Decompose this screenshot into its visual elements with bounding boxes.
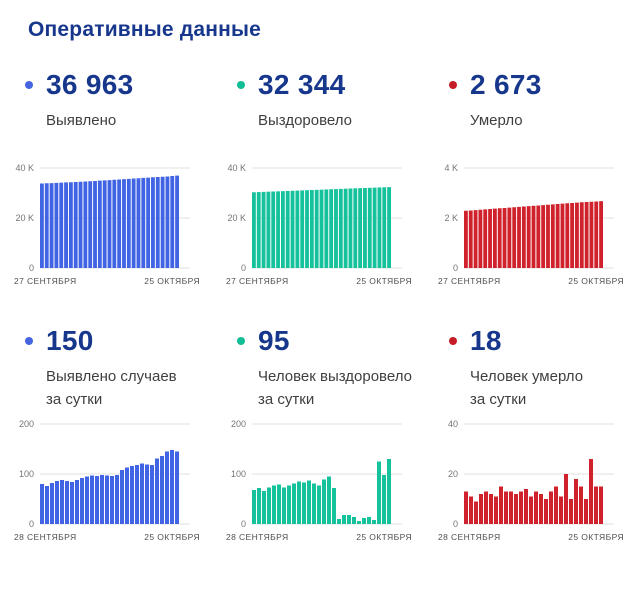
svg-text:2 K: 2 K bbox=[444, 213, 458, 223]
dashboard: Оперативные данные 36 963 Выявлено 40 K 2… bbox=[14, 18, 626, 550]
stat-recovered-total: 32 344 bbox=[226, 68, 424, 102]
svg-text:20 K: 20 K bbox=[227, 213, 246, 223]
svg-text:100: 100 bbox=[19, 469, 34, 479]
svg-text:27 СЕНТЯБРЯ: 27 СЕНТЯБРЯ bbox=[226, 276, 289, 286]
svg-text:25 ОКТЯБРЯ: 25 ОКТЯБРЯ bbox=[144, 532, 200, 542]
stat-died-total: 2 673 bbox=[438, 68, 636, 102]
svg-text:25 ОКТЯБРЯ: 25 ОКТЯБРЯ bbox=[356, 532, 412, 542]
stat-label-line: за сутки bbox=[258, 390, 315, 408]
stat-dot-red-icon bbox=[449, 81, 457, 89]
stat-value: 150 bbox=[46, 325, 94, 356]
stat-detected-daily: 150 bbox=[14, 324, 212, 358]
svg-text:28 СЕНТЯБРЯ: 28 СЕНТЯБРЯ bbox=[226, 532, 289, 542]
stat-dot-teal-icon bbox=[237, 81, 245, 89]
page-title: Оперативные данные bbox=[28, 18, 262, 41]
svg-text:100: 100 bbox=[231, 469, 246, 479]
stat-label-line: за сутки bbox=[46, 390, 103, 408]
stat-label-line: Человек умерло bbox=[470, 368, 584, 385]
svg-text:28 СЕНТЯБРЯ: 28 СЕНТЯБРЯ bbox=[438, 532, 501, 542]
panel-died-total: 2 673 Умерло 4 K 2 K 0 27 СЕНТЯБРЯ 25 ОКТЯБР… bbox=[438, 68, 636, 294]
svg-text:40 K: 40 K bbox=[227, 163, 246, 173]
panels-grid: 36 963 Выявлено 40 K 20 K 0 27 СЕНТЯБРЯ 25 О… bbox=[14, 68, 626, 550]
svg-text:200: 200 bbox=[19, 419, 34, 429]
stat-label: Выявлено случаев за сутки bbox=[46, 366, 212, 412]
stat-label-line: за сутки bbox=[470, 390, 527, 408]
svg-text:25 ОКТЯБРЯ: 25 ОКТЯБРЯ bbox=[568, 276, 624, 286]
stat-label-line: Человек выздоровело bbox=[258, 368, 412, 385]
stat-value: 95 bbox=[258, 325, 290, 356]
stat-value: 2 673 bbox=[470, 69, 542, 100]
stat-label: Человек умерло за сутки bbox=[470, 366, 636, 412]
svg-text:4 K: 4 K bbox=[444, 163, 458, 173]
detected-daily-chart: 200 100 0 28 СЕНТЯБРЯ 25 ОКТЯБРЯ bbox=[14, 416, 212, 550]
svg-text:27 СЕНТЯБРЯ: 27 СЕНТЯБРЯ bbox=[438, 276, 501, 286]
svg-text:20 K: 20 K bbox=[15, 213, 34, 223]
detected-total-chart: 40 K 20 K 0 27 СЕНТЯБРЯ 25 ОКТЯБРЯ bbox=[14, 160, 212, 294]
svg-text:40: 40 bbox=[448, 419, 458, 429]
stat-label-line: Умерло bbox=[470, 112, 523, 129]
svg-text:0: 0 bbox=[241, 519, 246, 529]
svg-text:28 СЕНТЯБРЯ: 28 СЕНТЯБРЯ bbox=[14, 532, 77, 542]
svg-text:25 ОКТЯБРЯ: 25 ОКТЯБРЯ bbox=[356, 276, 412, 286]
stat-label-line: Выздоровело bbox=[258, 112, 353, 129]
stat-value: 18 bbox=[470, 325, 502, 356]
stat-dot-red-icon bbox=[449, 337, 457, 345]
svg-text:25 ОКТЯБРЯ: 25 ОКТЯБРЯ bbox=[144, 276, 200, 286]
stat-died-daily: 18 bbox=[438, 324, 636, 358]
svg-text:0: 0 bbox=[453, 263, 458, 273]
stat-detected-total: 36 963 bbox=[14, 68, 212, 102]
stat-label: Выявлено bbox=[46, 110, 212, 156]
stat-dot-blue-icon bbox=[25, 337, 33, 345]
svg-text:0: 0 bbox=[241, 263, 246, 273]
stat-recovered-daily: 95 bbox=[226, 324, 424, 358]
panel-detected-daily: 150 Выявлено случаев за сутки 200 100 0 28 … bbox=[14, 324, 212, 550]
panel-recovered-daily: 95 Человек выздоровело за сутки 200 100 0 2… bbox=[226, 324, 424, 550]
svg-text:0: 0 bbox=[453, 519, 458, 529]
died-daily-chart: 40 20 0 28 СЕНТЯБРЯ 25 ОКТЯБРЯ bbox=[438, 416, 636, 550]
recovered-total-chart: 40 K 20 K 0 27 СЕНТЯБРЯ 25 ОКТЯБРЯ bbox=[226, 160, 424, 294]
svg-text:200: 200 bbox=[231, 419, 246, 429]
svg-text:20: 20 bbox=[448, 469, 458, 479]
svg-text:0: 0 bbox=[29, 519, 34, 529]
stat-label-line: Выявлено bbox=[46, 112, 117, 129]
stat-label: Умерло bbox=[470, 110, 636, 156]
panel-detected-total: 36 963 Выявлено 40 K 20 K 0 27 СЕНТЯБРЯ 25 О… bbox=[14, 68, 212, 294]
stat-value: 32 344 bbox=[258, 69, 346, 100]
panel-recovered-total: 32 344 Выздоровело 40 K 20 K 0 27 СЕНТЯБРЯ 2… bbox=[226, 68, 424, 294]
died-total-chart: 4 K 2 K 0 27 СЕНТЯБРЯ 25 ОКТЯБРЯ bbox=[438, 160, 636, 294]
svg-text:27 СЕНТЯБРЯ: 27 СЕНТЯБРЯ bbox=[14, 276, 77, 286]
svg-text:25 ОКТЯБРЯ: 25 ОКТЯБРЯ bbox=[568, 532, 624, 542]
stat-label: Человек выздоровело за сутки bbox=[258, 366, 424, 412]
stat-label-line: Выявлено случаев bbox=[46, 368, 177, 385]
svg-text:40 K: 40 K bbox=[15, 163, 34, 173]
stat-label: Выздоровело bbox=[258, 110, 424, 156]
stat-dot-blue-icon bbox=[25, 81, 33, 89]
stat-dot-teal-icon bbox=[237, 337, 245, 345]
svg-text:0: 0 bbox=[29, 263, 34, 273]
stat-value: 36 963 bbox=[46, 69, 134, 100]
panel-died-daily: 18 Человек умерло за сутки 40 20 0 28 СЕНТЯ… bbox=[438, 324, 636, 550]
recovered-daily-chart: 200 100 0 28 СЕНТЯБРЯ 25 ОКТЯБРЯ bbox=[226, 416, 424, 550]
